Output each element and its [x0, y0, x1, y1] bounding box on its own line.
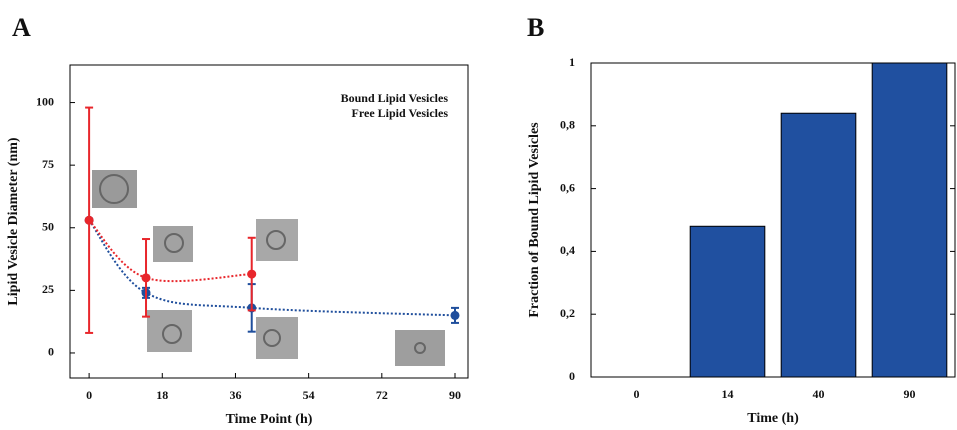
legend-label: Bound Lipid Vesicles [341, 91, 449, 105]
y-tick-label: 0,4 [560, 243, 575, 257]
inset-vesicle [164, 233, 184, 253]
y-tick-label: 100 [36, 94, 54, 108]
bar [689, 225, 766, 378]
x-tick-label: 54 [303, 388, 315, 402]
x-tick-label: 90 [904, 387, 916, 401]
inset-image [256, 317, 298, 359]
legend-label: Free Lipid Vesicles [352, 106, 449, 120]
panel-label: B [527, 13, 544, 42]
inset-vesicle [99, 174, 129, 204]
x-tick-label: 40 [813, 387, 825, 401]
y-tick-label: 0,2 [560, 306, 575, 320]
inset-vesicle [162, 324, 182, 344]
micrographs [92, 170, 445, 366]
y-tick-label: 50 [42, 220, 54, 234]
x-tick-label: 0 [86, 388, 92, 402]
x-tick-label: 14 [722, 387, 734, 401]
y-tick-label: 1 [569, 55, 575, 69]
inset-image [256, 219, 298, 261]
data-point [84, 215, 94, 225]
x-tick-label: 36 [229, 388, 241, 402]
x-tick-label: 0 [634, 387, 640, 401]
y-tick-label: 0 [569, 369, 575, 383]
series-line [88, 219, 456, 317]
bar [780, 112, 857, 378]
y-tick-label: 75 [42, 157, 54, 171]
y-tick-label: 0,8 [560, 118, 575, 132]
data-point [141, 273, 151, 283]
x-tick-label: 18 [156, 388, 168, 402]
panel-label: A [12, 13, 31, 42]
inset-vesicle [263, 329, 281, 347]
plot-frame [590, 62, 956, 378]
inset-image [153, 226, 193, 262]
data-point [450, 310, 460, 320]
y-tick-label: 0 [48, 345, 54, 359]
x-tick-label: 72 [376, 388, 388, 402]
bar [871, 62, 948, 378]
inset-vesicle [266, 230, 286, 250]
y-tick-label: 0,6 [560, 180, 575, 194]
x-axis-title: Time (h) [747, 411, 799, 426]
inset-vesicle [414, 342, 426, 354]
x-axis-title: Time Point (h) [226, 412, 313, 427]
y-tick-label: 25 [42, 282, 54, 296]
y-axis-title: Lipid Vesicle Diameter (nm) [6, 137, 21, 305]
data-point [247, 269, 257, 279]
plot-frame [69, 64, 469, 379]
y-axis-title: Fraction of Bound Lipid Vesicles [527, 122, 542, 318]
series-line [88, 219, 252, 283]
inset-image [147, 310, 192, 352]
inset-image [395, 330, 445, 366]
x-tick-label: 90 [449, 388, 461, 402]
